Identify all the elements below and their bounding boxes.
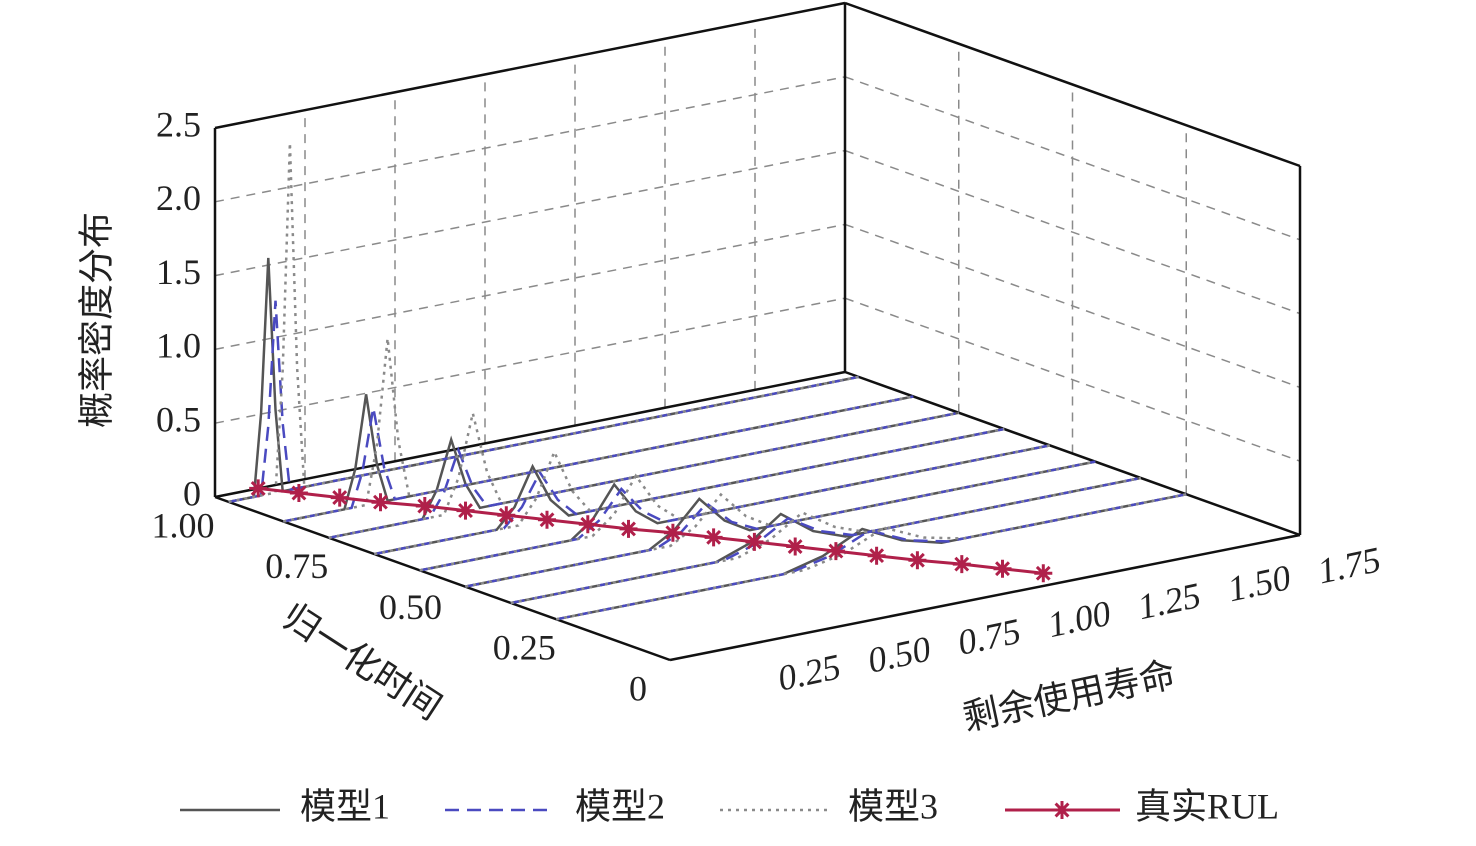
axis-line [214, 495, 671, 662]
rul-tick-label: 1.25 [1134, 575, 1204, 627]
box-edge [214, 1, 846, 130]
true-rul-marker [249, 479, 268, 498]
pdf-curve [510, 476, 1142, 605]
time-tick-label: 0 [629, 668, 647, 708]
true-rul-marker [619, 519, 638, 538]
true-rul-marker [538, 510, 556, 529]
time-tick-label: 0.25 [493, 628, 556, 668]
z-tick-label: 1.5 [156, 252, 201, 292]
time-tick-label: 0.50 [379, 587, 442, 627]
rul-tick-label: 1.75 [1314, 539, 1384, 591]
true-rul-marker [993, 559, 1012, 578]
grid-line [214, 149, 846, 277]
rul-tick-label: 0.25 [774, 646, 844, 698]
time-tick-label: 1.00 [152, 505, 215, 545]
true-rul-marker [952, 555, 971, 574]
pdf-curve [374, 427, 1005, 556]
pdf-curve [283, 395, 914, 523]
pdf-curve [283, 338, 914, 523]
z-tick-label: 1.0 [156, 326, 201, 366]
pdf-curve [228, 142, 859, 504]
axis-line [669, 533, 1301, 662]
box-edge [844, 1, 1301, 168]
pdf-curve [465, 460, 1096, 588]
pdf-curve [228, 257, 859, 504]
z-tick-label: 0.5 [156, 399, 201, 439]
rul-tick-label: 0.50 [864, 629, 934, 681]
rul-tick-label: 1.50 [1224, 557, 1294, 609]
grid-line [214, 76, 846, 203]
box-edge [844, 370, 1301, 537]
legend-marker [1053, 801, 1071, 819]
legend-label: 真实RUL [1135, 786, 1279, 826]
pdf-curve [465, 460, 1096, 588]
true-rul-marker [415, 497, 434, 515]
true-rul-marker [704, 528, 723, 547]
pdf-curve [328, 411, 960, 540]
z-tick-label: 2.5 [156, 104, 201, 144]
true-rul-marker [289, 484, 308, 502]
true-rul-marker [1034, 564, 1053, 583]
rul-axis-label: 剩余使用寿命 [959, 654, 1179, 738]
box-edge [214, 370, 846, 499]
rul-tick-label: 1.00 [1044, 593, 1114, 645]
z-tick-label: 2.0 [156, 178, 201, 218]
true-rul-marker [745, 532, 764, 551]
grid-line [214, 223, 846, 351]
pdf-curve [374, 427, 1005, 556]
pdf-curve [374, 427, 1005, 556]
grid-line [844, 149, 1301, 315]
true-rul-marker [330, 488, 349, 507]
true-rul-marker [867, 546, 886, 565]
time-tick-label: 0.75 [265, 546, 328, 586]
pdf-curve [419, 444, 1051, 572]
pdf-curve [228, 300, 859, 504]
pdf-curve [510, 476, 1142, 605]
true-rul-marker [578, 515, 597, 534]
true-rul-marker [497, 506, 516, 525]
grid-line [844, 297, 1301, 462]
true-rul-marker [456, 501, 475, 520]
pdf-curve [556, 493, 1187, 621]
legend-label: 模型2 [575, 786, 665, 826]
true-rul-marker [908, 551, 927, 570]
legend-label: 模型3 [848, 786, 938, 826]
rul-tick-label: 0.75 [954, 611, 1024, 663]
z-tick-label: 0 [183, 473, 201, 513]
true-rul-marker [786, 537, 805, 556]
legend-label: 模型1 [300, 786, 390, 826]
z-axis-label: 概率密度分布 [76, 212, 116, 428]
true-rul-marker [826, 542, 845, 561]
true-rul-marker [663, 523, 682, 542]
true-rul-marker [371, 493, 390, 512]
grid-line [214, 297, 846, 424]
